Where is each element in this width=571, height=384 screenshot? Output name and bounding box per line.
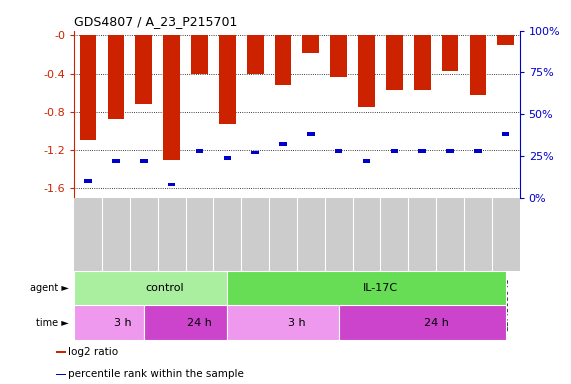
Bar <box>363 159 370 163</box>
Bar <box>56 351 66 353</box>
Bar <box>196 149 203 153</box>
Text: 3 h: 3 h <box>114 318 132 328</box>
Text: 24 h: 24 h <box>424 318 449 328</box>
Bar <box>247 35 264 74</box>
Bar <box>135 35 152 104</box>
Bar <box>447 149 454 153</box>
Bar <box>112 159 120 163</box>
Bar <box>227 305 339 340</box>
Text: log2 ratio: log2 ratio <box>68 347 118 357</box>
Bar <box>219 35 236 124</box>
Bar <box>251 151 259 154</box>
Bar <box>358 35 375 107</box>
Bar <box>469 35 486 95</box>
Bar <box>474 149 481 153</box>
Bar <box>144 305 227 340</box>
Bar <box>163 35 180 160</box>
Bar <box>80 35 96 141</box>
Text: IL-17C: IL-17C <box>363 283 398 293</box>
Bar <box>339 305 506 340</box>
Bar <box>56 374 66 375</box>
Text: agent ►: agent ► <box>30 283 69 293</box>
Bar <box>442 35 459 71</box>
Bar <box>391 149 398 153</box>
Text: control: control <box>146 283 184 293</box>
Text: time ►: time ► <box>36 318 69 328</box>
Bar <box>386 35 403 90</box>
Bar <box>140 159 147 163</box>
Bar <box>74 305 144 340</box>
Bar <box>502 132 509 136</box>
Text: GDS4807 / A_23_P215701: GDS4807 / A_23_P215701 <box>74 15 238 28</box>
Bar <box>85 179 92 183</box>
Text: 3 h: 3 h <box>288 318 305 328</box>
Bar <box>191 35 208 74</box>
Bar <box>279 142 287 146</box>
Bar <box>335 149 343 153</box>
Bar <box>303 35 319 53</box>
Bar <box>224 156 231 159</box>
Bar <box>330 35 347 78</box>
Text: percentile rank within the sample: percentile rank within the sample <box>68 369 244 379</box>
Bar <box>419 149 426 153</box>
Bar <box>497 35 514 45</box>
Bar <box>168 182 175 186</box>
Bar <box>107 35 124 119</box>
Bar <box>74 271 227 305</box>
Bar <box>414 35 431 90</box>
Bar <box>227 271 506 305</box>
Text: 24 h: 24 h <box>187 318 212 328</box>
Bar <box>307 132 315 136</box>
Bar <box>275 35 291 85</box>
